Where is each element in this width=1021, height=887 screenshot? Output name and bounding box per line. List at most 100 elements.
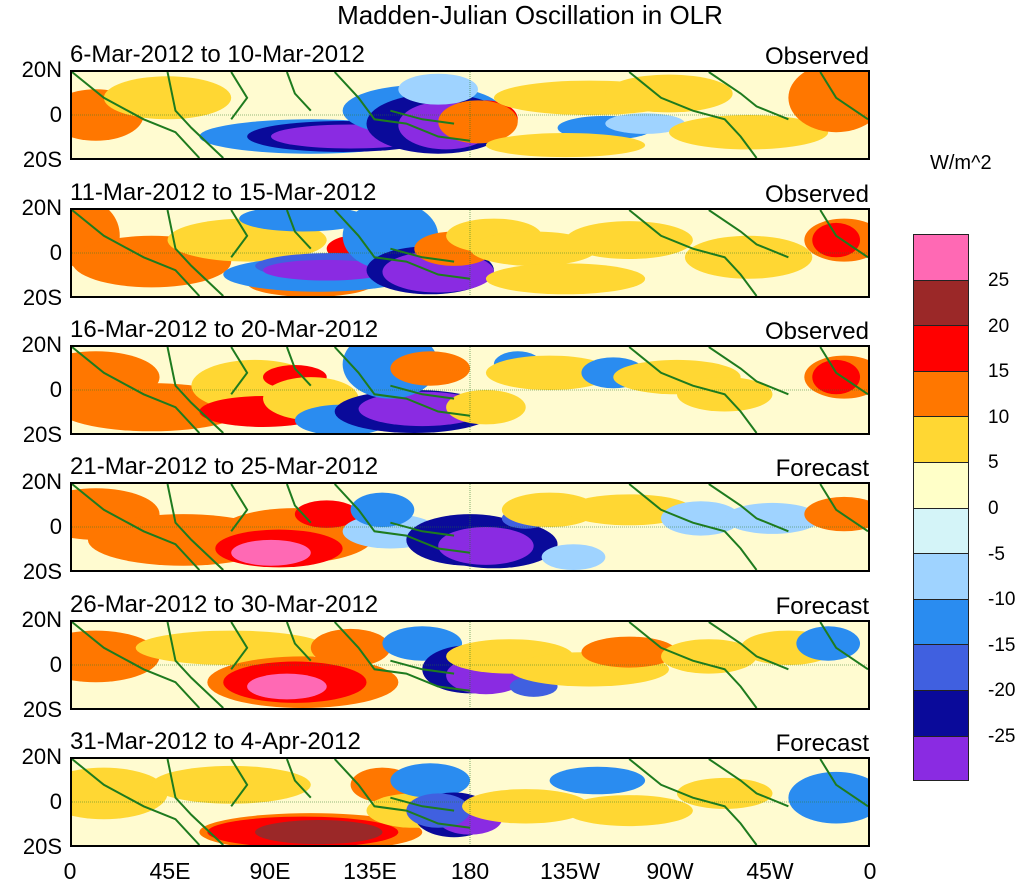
anomaly-region	[485, 133, 646, 158]
coastline	[168, 622, 224, 708]
coastline	[168, 210, 224, 296]
anomaly-region	[581, 636, 677, 668]
coastline	[335, 484, 470, 553]
colorbar-tick-label: 20	[988, 315, 1010, 337]
anomaly-region	[684, 235, 813, 279]
colorbar-swatch	[913, 325, 969, 371]
olr-anomaly-map	[72, 72, 868, 158]
coastline	[629, 210, 756, 296]
map-panel: 11-Mar-2012 to 15-Mar-2012 Observed 20N 0 20…	[0, 180, 1021, 320]
coastline	[709, 210, 789, 257]
anomaly-region	[804, 496, 868, 532]
panel-date-range: 16-Mar-2012 to 20-Mar-2012	[70, 316, 379, 343]
coastline	[390, 798, 454, 811]
anomaly-region	[788, 72, 868, 133]
colorbar-tick-label: 0	[988, 498, 999, 519]
anomaly-region	[135, 630, 327, 665]
anomaly-region	[438, 527, 534, 565]
anomaly-region	[565, 221, 693, 260]
colorbar-swatch	[913, 735, 969, 782]
longitude-tick-label: 90W	[646, 858, 694, 884]
map-frame	[70, 482, 870, 572]
coastline	[629, 759, 756, 845]
map-panel: 31-Mar-2012 to 4-Apr-2012 Forecast 20N 0 20S	[0, 729, 1021, 869]
anomaly-region	[605, 113, 685, 134]
coastline	[231, 484, 247, 531]
coastline	[629, 622, 756, 708]
coastline	[335, 347, 470, 416]
anomaly-region	[72, 630, 160, 683]
anomaly-region	[446, 390, 526, 425]
anomaly-region	[438, 100, 518, 144]
panel-date-range: 21-Mar-2012 to 25-Mar-2012	[70, 453, 379, 480]
latitude-tick-label: 0	[49, 652, 62, 677]
map-panel: 26-Mar-2012 to 30-Mar-2012 Forecast 20N 0 20…	[0, 592, 1021, 732]
anomaly-region	[724, 502, 821, 534]
figure-title: Madden-Julian Oscillation in OLR	[337, 0, 723, 30]
coastline	[231, 210, 247, 257]
longitude-tick-label: 45E	[149, 858, 191, 884]
coastline	[287, 210, 311, 249]
panel-type-label: Observed	[764, 318, 869, 345]
coastline	[709, 759, 789, 806]
coastline	[390, 386, 454, 399]
map-frame	[70, 620, 870, 710]
coastline	[820, 759, 868, 806]
panel-type-label: Observed	[764, 43, 869, 70]
colorbar-swatch	[913, 370, 969, 417]
colorbar-swatch	[913, 598, 969, 645]
colorbar-swatch	[913, 416, 969, 462]
map-panel: 6-Mar-2012 to 10-Mar-2012 Observed 20N 0 20S	[0, 42, 1021, 182]
anomaly-region	[549, 766, 646, 795]
anomaly-region	[263, 259, 391, 281]
colorbar-swatch	[913, 279, 969, 326]
colorbar-tick-label: 15	[988, 361, 1010, 383]
anomaly-region	[812, 222, 861, 258]
coastline	[72, 347, 199, 433]
coastline	[231, 347, 247, 394]
anomaly-region	[398, 73, 478, 105]
colorbar	[913, 234, 969, 782]
latitude-tick-label: 20N	[21, 469, 62, 494]
coastline	[72, 759, 199, 845]
colorbar-tick-label: 5	[988, 452, 999, 474]
coastline	[168, 484, 224, 570]
anomaly-region	[247, 673, 327, 700]
colorbar-swatch	[913, 461, 969, 508]
latitude-tick-label: 0	[49, 789, 62, 814]
anomaly-region	[676, 777, 773, 809]
latitude-tick-label: 20N	[21, 332, 62, 357]
latitude-tick-label: 20N	[21, 57, 62, 82]
olr-anomaly-map	[72, 347, 868, 433]
anomaly-region	[796, 626, 861, 661]
longitude-tick-label: 0	[863, 858, 877, 884]
anomaly-region	[462, 789, 590, 824]
anomaly-region	[350, 492, 415, 527]
colorbar-tick-label: -15	[988, 634, 1016, 656]
coastline	[820, 484, 868, 531]
anomaly-region	[485, 263, 646, 295]
latitude-tick-label: 0	[49, 102, 62, 127]
coastline	[287, 347, 311, 386]
olr-anomaly-map	[72, 759, 868, 845]
olr-anomaly-map	[72, 210, 868, 296]
anomaly-region	[541, 544, 606, 570]
latitude-tick-label: 0	[49, 377, 62, 402]
anomaly-region	[255, 820, 383, 845]
colorbar-tick-label: 10	[988, 406, 1010, 428]
longitude-tick-label: 135W	[539, 858, 601, 884]
colorbar-tick-label: -25	[988, 726, 1016, 747]
coastline	[820, 347, 868, 394]
coastline	[231, 759, 247, 806]
coastline	[287, 622, 311, 661]
anomaly-region	[294, 500, 359, 528]
colorbar-swatch	[913, 234, 969, 280]
anomaly-region	[485, 355, 614, 390]
coastline	[335, 622, 470, 691]
coastline	[335, 72, 470, 141]
panel-date-range: 26-Mar-2012 to 30-Mar-2012	[70, 591, 379, 618]
coastline	[820, 210, 868, 257]
map-frame	[70, 208, 870, 298]
coastline	[390, 661, 454, 674]
anomaly-region	[103, 76, 232, 120]
